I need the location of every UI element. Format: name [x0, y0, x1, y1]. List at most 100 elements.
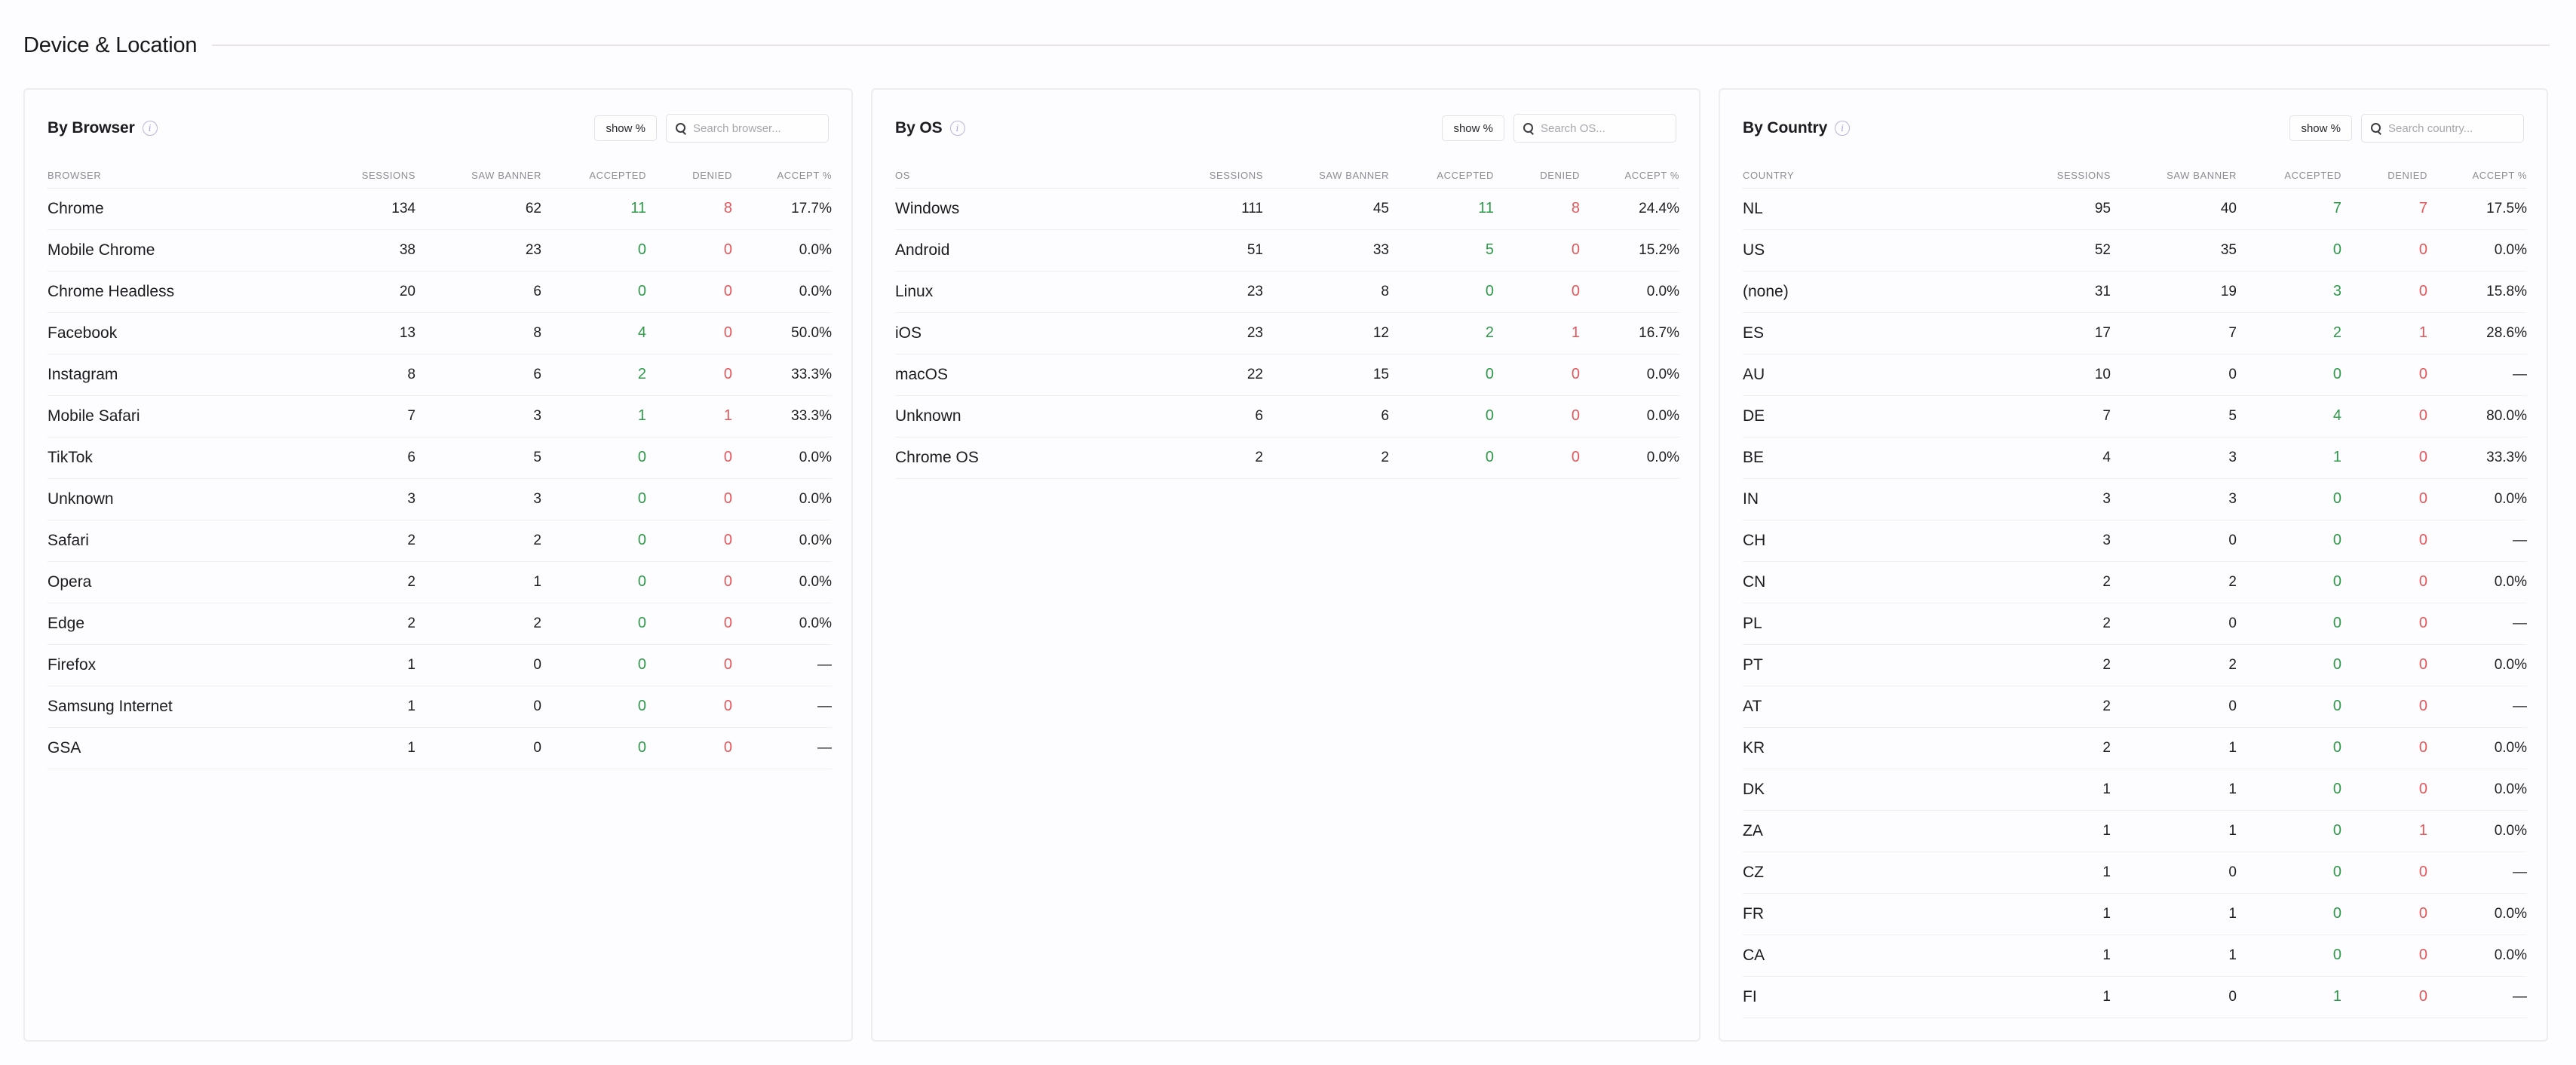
- show-percent-toggle[interactable]: show %: [594, 115, 657, 141]
- table-row: Linux 23 8 0 0 0.0%: [895, 271, 1679, 313]
- show-percent-toggle[interactable]: show %: [2289, 115, 2352, 141]
- saw-banner-value: 2: [1263, 437, 1389, 479]
- denied-value: 0: [1494, 229, 1580, 272]
- table-row: DE 7 5 4 0 80.0%: [1743, 395, 2527, 437]
- accepted-value: 0: [541, 686, 646, 728]
- accepted-value: 4: [541, 312, 646, 354]
- search-browser-input[interactable]: [693, 121, 821, 135]
- row-name: AT: [1743, 686, 2016, 728]
- table-row: Firefox 1 0 0 0—: [48, 644, 832, 686]
- sessions-value: 10: [2016, 354, 2111, 396]
- search-box[interactable]: [1513, 114, 1676, 143]
- row-name: Edge: [48, 603, 320, 645]
- saw-banner-value: 3: [2111, 437, 2237, 479]
- column-header-sessions[interactable]: SESSIONS: [1168, 164, 1263, 189]
- column-header-denied[interactable]: DENIED: [646, 164, 732, 189]
- denied-value: 0: [2341, 395, 2427, 437]
- saw-banner-value: 3: [416, 478, 541, 520]
- column-header-saw-banner[interactable]: SAW BANNER: [2111, 164, 2237, 189]
- column-header-saw-banner[interactable]: SAW BANNER: [416, 164, 541, 189]
- column-header-denied[interactable]: DENIED: [1494, 164, 1580, 189]
- accept-pct-value: —: [732, 686, 832, 728]
- country-table: COUNTRY SESSIONS SAW BANNER ACCEPTED DEN…: [1743, 164, 2527, 1018]
- row-name: Mobile Safari: [48, 395, 320, 437]
- table-row: iOS 23 12 2 1 16.7%: [895, 312, 1679, 354]
- denied-value: 0: [2341, 354, 2427, 396]
- sessions-value: 1: [320, 644, 416, 686]
- column-header-saw-banner[interactable]: SAW BANNER: [1263, 164, 1389, 189]
- column-header-sessions[interactable]: SESSIONS: [2016, 164, 2111, 189]
- table-header-row: BROWSER SESSIONS SAW BANNER ACCEPTED DEN…: [48, 164, 832, 189]
- table-row: PT 2 2 0 0 0.0%: [1743, 644, 2527, 686]
- denied-value: 1: [2341, 312, 2427, 354]
- row-name: CA: [1743, 935, 2016, 977]
- column-header-name[interactable]: COUNTRY: [1743, 164, 2016, 189]
- table-row: (none) 31 19 3 0 15.8%: [1743, 271, 2527, 313]
- row-name: Android: [895, 229, 1168, 272]
- table-row: US 52 35 0 0 0.0%: [1743, 229, 2527, 272]
- sessions-value: 17: [2016, 312, 2111, 354]
- column-header-name[interactable]: OS: [895, 164, 1168, 189]
- search-box[interactable]: [2361, 114, 2524, 143]
- denied-value: 8: [646, 188, 732, 230]
- table-row: NL 95 40 7 7 17.5%: [1743, 188, 2527, 230]
- saw-banner-value: 0: [2111, 976, 2237, 1018]
- row-name: CH: [1743, 520, 2016, 562]
- column-header-accepted[interactable]: ACCEPTED: [1389, 164, 1494, 189]
- sessions-value: 52: [2016, 229, 2111, 272]
- accept-pct-value: —: [732, 644, 832, 686]
- info-icon[interactable]: i: [142, 121, 158, 136]
- row-name: ES: [1743, 312, 2016, 354]
- row-name: FR: [1743, 893, 2016, 935]
- row-name: PT: [1743, 644, 2016, 686]
- column-header-accept-pct[interactable]: ACCEPT %: [732, 164, 832, 189]
- column-header-denied[interactable]: DENIED: [2341, 164, 2427, 189]
- accept-pct-value: 0.0%: [1580, 437, 1679, 479]
- table-row: FI 1 0 1 0—: [1743, 976, 2527, 1018]
- column-header-sessions[interactable]: SESSIONS: [320, 164, 416, 189]
- section-header: Device & Location: [23, 29, 2550, 62]
- sessions-value: 3: [2016, 478, 2111, 520]
- table-row: AU 10 0 0 0—: [1743, 354, 2527, 396]
- sessions-value: 3: [2016, 520, 2111, 562]
- accept-pct-value: 0.0%: [2427, 478, 2527, 520]
- table-row: Chrome 134 62 11 8 17.7%: [48, 188, 832, 230]
- info-icon[interactable]: i: [1835, 121, 1851, 136]
- sessions-value: 2: [320, 561, 416, 603]
- accepted-value: 0: [2237, 769, 2341, 811]
- denied-value: 0: [1494, 271, 1580, 313]
- accept-pct-value: 0.0%: [2427, 644, 2527, 686]
- denied-value: 0: [646, 644, 732, 686]
- search-os-input[interactable]: [1541, 121, 1669, 135]
- saw-banner-value: 1: [2111, 893, 2237, 935]
- sessions-value: 2: [2016, 727, 2111, 769]
- section-title: Device & Location: [23, 32, 198, 57]
- panel-header: By OS i show %: [895, 113, 1676, 143]
- saw-banner-value: 1: [2111, 935, 2237, 977]
- accept-pct-value: 17.7%: [732, 188, 832, 230]
- saw-banner-value: 1: [416, 561, 541, 603]
- accepted-value: 7: [2237, 188, 2341, 230]
- accept-pct-value: 0.0%: [2427, 810, 2527, 852]
- column-header-accepted[interactable]: ACCEPTED: [2237, 164, 2341, 189]
- sessions-value: 2: [2016, 561, 2111, 603]
- accept-pct-value: 15.2%: [1580, 229, 1679, 272]
- column-header-accept-pct[interactable]: ACCEPT %: [2427, 164, 2527, 189]
- denied-value: 0: [2341, 520, 2427, 562]
- row-name: Unknown: [895, 395, 1168, 437]
- column-header-accept-pct[interactable]: ACCEPT %: [1580, 164, 1679, 189]
- saw-banner-value: 19: [2111, 271, 2237, 313]
- table-row: Instagram 8 6 2 0 33.3%: [48, 354, 832, 396]
- accept-pct-value: 15.8%: [2427, 271, 2527, 313]
- show-percent-toggle[interactable]: show %: [1442, 115, 1504, 141]
- search-country-input[interactable]: [2388, 121, 2516, 135]
- info-icon[interactable]: i: [949, 121, 965, 136]
- sessions-value: 1: [2016, 935, 2111, 977]
- accepted-value: 0: [541, 229, 646, 272]
- search-box[interactable]: [666, 114, 829, 143]
- column-header-name[interactable]: BROWSER: [48, 164, 320, 189]
- accept-pct-value: 0.0%: [2427, 229, 2527, 272]
- saw-banner-value: 1: [2111, 727, 2237, 769]
- column-header-accepted[interactable]: ACCEPTED: [541, 164, 646, 189]
- sessions-value: 31: [2016, 271, 2111, 313]
